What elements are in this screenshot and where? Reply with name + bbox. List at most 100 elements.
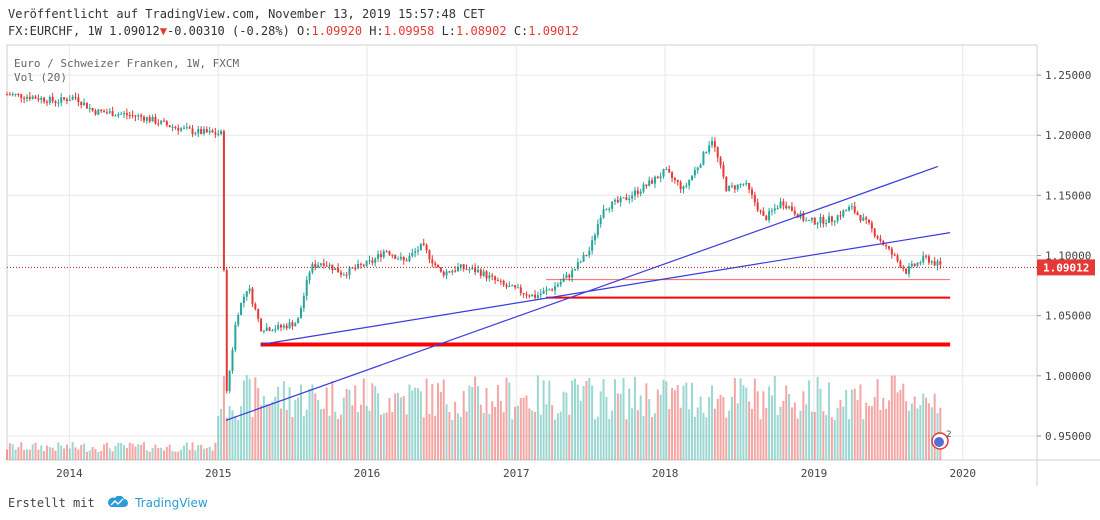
- candle-body: [919, 262, 922, 264]
- volume-bar: [8, 443, 11, 460]
- volume-bar: [491, 401, 494, 460]
- volume-bar: [508, 382, 511, 460]
- volume-bar: [522, 397, 525, 460]
- volume-bar: [676, 385, 679, 460]
- volume-bar: [419, 391, 422, 460]
- volume-bar: [616, 393, 619, 460]
- candle-body: [936, 261, 939, 266]
- candle-body: [676, 179, 679, 183]
- volume-bar: [28, 449, 31, 460]
- candle-body: [140, 115, 143, 117]
- candle-body: [511, 285, 514, 287]
- volume-bar: [622, 377, 625, 460]
- candle-body: [494, 276, 497, 281]
- y-tick-label: 1.00000: [1045, 370, 1091, 383]
- candle-body: [382, 251, 385, 258]
- volume-bar: [362, 378, 365, 460]
- volume-bar: [779, 406, 782, 460]
- candle-body: [516, 287, 519, 289]
- volume-bar: [182, 445, 185, 460]
- candle-body: [399, 256, 402, 259]
- candle-body: [605, 209, 608, 211]
- candle-body: [568, 274, 571, 278]
- volume-bar: [545, 404, 548, 460]
- candle-body: [728, 185, 731, 192]
- candle-body: [930, 261, 933, 263]
- volume-bar: [205, 448, 208, 460]
- candle-body: [905, 268, 908, 274]
- volume-bar: [845, 389, 848, 460]
- volume-bar: [636, 410, 639, 460]
- volume-bar: [428, 413, 431, 460]
- volume-bar: [605, 397, 608, 460]
- candle-body: [496, 280, 499, 282]
- candle-body: [653, 176, 656, 184]
- volume-bar: [730, 396, 733, 460]
- down-arrow-icon: ▼: [159, 24, 167, 38]
- x-tick-label: 2015: [205, 467, 232, 480]
- candle-body: [582, 254, 585, 262]
- candle-body: [622, 197, 625, 199]
- volume-bar: [813, 411, 816, 460]
- candle-body: [656, 176, 659, 179]
- candle-body: [205, 129, 208, 133]
- volume-bar: [43, 451, 46, 460]
- volume-bar: [893, 375, 896, 460]
- volume-bar: [271, 401, 274, 460]
- volume-bar: [925, 397, 928, 460]
- volume-bar: [688, 409, 691, 460]
- volume-bar: [516, 405, 519, 460]
- candle-body: [145, 117, 148, 121]
- candle-body: [211, 130, 214, 133]
- volume-bar: [785, 385, 788, 460]
- candle-body: [228, 370, 231, 392]
- candle-body: [522, 293, 525, 295]
- volume-bar: [753, 378, 756, 460]
- volume-bar: [745, 387, 748, 460]
- volume-bar: [185, 442, 188, 460]
- candle-body: [48, 96, 51, 103]
- candle-body: [788, 206, 791, 209]
- volume-bar: [682, 385, 685, 460]
- volume-bar: [679, 407, 682, 460]
- volume-bar: [371, 383, 374, 460]
- candle-body: [705, 152, 708, 154]
- volume-bar: [722, 396, 725, 460]
- candle-body: [77, 97, 80, 102]
- volume-bar: [337, 418, 340, 460]
- candle-body: [925, 255, 928, 257]
- candle-body: [117, 114, 120, 116]
- candle-body: [596, 223, 599, 236]
- volume-bar: [685, 382, 688, 460]
- volume-bar: [922, 393, 925, 460]
- volume-bar: [162, 450, 165, 460]
- volume-bar: [339, 414, 342, 460]
- candle-body: [733, 185, 736, 190]
- volume-bar: [285, 409, 288, 460]
- candle-body: [262, 330, 265, 332]
- candle-body: [437, 264, 440, 268]
- candle-body: [314, 263, 317, 268]
- candle-body: [808, 220, 811, 222]
- volume-bar: [23, 450, 26, 460]
- volume-indicator-icon[interactable]: 2: [931, 430, 952, 450]
- volume-bar: [825, 415, 828, 460]
- candle-body: [334, 268, 337, 271]
- volume-bar: [405, 414, 408, 460]
- volume-bar: [45, 445, 48, 460]
- volume-bar: [188, 449, 191, 460]
- volume-bar: [351, 405, 354, 460]
- candle-body: [719, 157, 722, 166]
- trendline: [260, 232, 951, 346]
- volume-bar: [228, 406, 231, 460]
- volume-bar: [97, 451, 100, 460]
- volume-bar: [585, 381, 588, 460]
- volume-bar: [788, 394, 791, 460]
- volume-bar: [639, 395, 642, 460]
- y-tick-label: 1.20000: [1045, 129, 1091, 142]
- volume-bar: [177, 451, 180, 460]
- volume-bar: [68, 448, 71, 460]
- volume-bar: [322, 408, 325, 460]
- plot-frame: [6, 44, 1038, 461]
